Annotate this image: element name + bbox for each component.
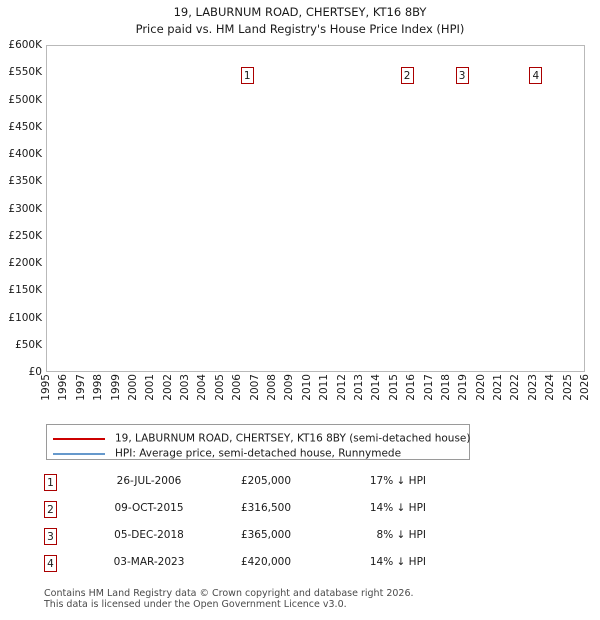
- table-row: 4 03-MAR-2023 £420,000 14% ↓ HPI: [44, 553, 524, 580]
- transaction-date: 05-DEC-2018: [114, 529, 184, 541]
- transaction-price: £316,500: [240, 502, 292, 514]
- legend-item-label: 19, LABURNUM ROAD, CHERTSEY, KT16 8BY (s…: [115, 432, 471, 445]
- y-axis-tick-label: £600K: [8, 39, 42, 51]
- legend-item-label: HPI: Average price, semi-detached house,…: [115, 447, 402, 460]
- x-axis-tick-label: 1995: [40, 374, 52, 401]
- y-axis-labels: £0 £50K £100K £150K £200K £250K £300K £350K £400…: [0, 39, 42, 378]
- table-row: 1 26-JUL-2006 £205,000 17% ↓ HPI: [44, 472, 524, 499]
- event-marker-badge: 1: [240, 67, 254, 84]
- legend-color-swatch: [53, 437, 105, 440]
- x-axis-tick-label: 2022: [509, 374, 522, 401]
- x-axis-tick-label: 2020: [474, 374, 487, 401]
- transaction-index-badge: 4: [44, 555, 57, 572]
- event-marker-badge: 2: [400, 67, 414, 84]
- transaction-index-badge: 3: [44, 528, 57, 545]
- x-axis-tick-label: 2004: [196, 374, 209, 401]
- y-axis-tick-label: £350K: [8, 175, 42, 188]
- table-row: 3 05-DEC-2018 £365,000 8% ↓ HPI: [44, 526, 524, 553]
- footer-attribution: Contains HM Land Registry data © Crown c…: [44, 588, 544, 610]
- x-axis-tick-label: 2003: [179, 374, 192, 401]
- x-axis-tick-label: 2000: [126, 374, 139, 401]
- legend-item: HPI: Average price, semi-detached house,…: [53, 445, 401, 461]
- footer-line-2: This data is licensed under the Open Gov…: [44, 599, 347, 610]
- chart-title-line-2: Price paid vs. HM Land Registry's House …: [135, 22, 465, 36]
- y-axis-tick-label: £0: [28, 366, 42, 378]
- transaction-index-badge: 1: [44, 474, 57, 491]
- x-axis-tick-label: 2011: [318, 374, 331, 401]
- event-marker-badge: 3: [455, 67, 469, 84]
- transaction-hpi-delta: 14% ↓ HPI: [369, 502, 426, 514]
- legend-item: 19, LABURNUM ROAD, CHERTSEY, KT16 8BY (s…: [53, 430, 470, 446]
- y-axis-tick-label: £250K: [8, 229, 42, 242]
- transaction-date: 03-MAR-2023: [113, 556, 185, 568]
- x-axis-tick-label: 2008: [266, 374, 279, 401]
- chart-plot-area: [46, 45, 585, 372]
- y-axis-tick-label: £200K: [8, 257, 42, 269]
- x-axis-tick-label: 2023: [526, 374, 539, 401]
- chart-legend: 19, LABURNUM ROAD, CHERTSEY, KT16 8BY (s…: [46, 424, 470, 460]
- x-axis-tick-label: 2010: [300, 374, 313, 401]
- y-axis-tick-label: £100K: [8, 311, 42, 324]
- transaction-hpi-delta: 8% ↓ HPI: [376, 529, 426, 541]
- transaction-price: £420,000: [240, 556, 292, 568]
- footer-line-1: Contains HM Land Registry data © Crown c…: [44, 588, 414, 599]
- x-axis-tick-label: 2017: [422, 374, 435, 401]
- x-axis-tick-label: 2005: [213, 374, 226, 401]
- x-axis-tick-label: 2016: [405, 374, 418, 401]
- transaction-date: 09-OCT-2015: [114, 502, 184, 514]
- transaction-hpi-delta: 14% ↓ HPI: [369, 556, 426, 568]
- x-axis-tick-label: 2012: [335, 374, 348, 401]
- chart-title-line-1: 19, LABURNUM ROAD, CHERTSEY, KT16 8BY: [173, 5, 427, 19]
- x-axis-tick-label: 1997: [74, 374, 87, 401]
- x-axis-tick-label: 2006: [231, 374, 244, 401]
- legend-color-swatch: [53, 452, 105, 455]
- y-axis-tick-label: £150K: [8, 284, 42, 297]
- transactions-table: 1 26-JUL-2006 £205,000 17% ↓ HPI 2 09-OCT-201…: [44, 472, 524, 580]
- table-row: 2 09-OCT-2015 £316,500 14% ↓ HPI: [44, 499, 524, 526]
- x-axis-tick-label: 1996: [57, 374, 70, 401]
- transaction-index-badge: 2: [44, 501, 57, 518]
- transaction-price: £205,000: [240, 475, 292, 487]
- y-axis-tick-label: £500K: [8, 93, 42, 106]
- x-axis-tick-label: 2018: [439, 374, 452, 401]
- x-axis-tick-label: 2019: [457, 374, 470, 401]
- transaction-date: 26-JUL-2006: [116, 475, 182, 487]
- transaction-price: £365,000: [240, 529, 292, 541]
- x-axis-tick-label: 2015: [387, 374, 400, 401]
- x-axis-tick-label: 2026: [579, 374, 591, 401]
- x-axis-tick-label: 2013: [352, 374, 365, 401]
- transaction-hpi-delta: 17% ↓ HPI: [369, 475, 426, 487]
- x-axis-tick-label: 2002: [161, 374, 174, 401]
- x-axis-tick-label: 2014: [370, 374, 383, 401]
- chart-title-block: 19, LABURNUM ROAD, CHERTSEY, KT16 8BY Pr…: [0, 4, 600, 38]
- x-axis-tick-label: 2021: [492, 374, 505, 401]
- x-axis-labels: 1995 1996 1997 1998 1999 2000 2001 2002 2003 2004…: [40, 374, 591, 416]
- y-axis-tick-label: £400K: [8, 148, 42, 160]
- y-axis-tick-label: £450K: [8, 120, 42, 133]
- x-axis-tick-label: 2024: [544, 374, 557, 401]
- event-marker-badge: 4: [529, 67, 543, 84]
- x-axis-tick-label: 2009: [283, 374, 296, 401]
- y-axis-tick-label: £50K: [15, 338, 42, 351]
- y-axis-tick-label: £550K: [8, 66, 42, 79]
- y-axis-tick-label: £300K: [8, 202, 42, 215]
- x-axis-tick-label: 1999: [109, 374, 122, 401]
- x-axis-tick-label: 2001: [144, 374, 157, 401]
- chart-border: [46, 45, 585, 372]
- x-axis-tick-label: 1998: [92, 374, 105, 401]
- x-axis-tick-label: 2025: [561, 374, 574, 401]
- x-axis-tick-label: 2007: [248, 374, 261, 401]
